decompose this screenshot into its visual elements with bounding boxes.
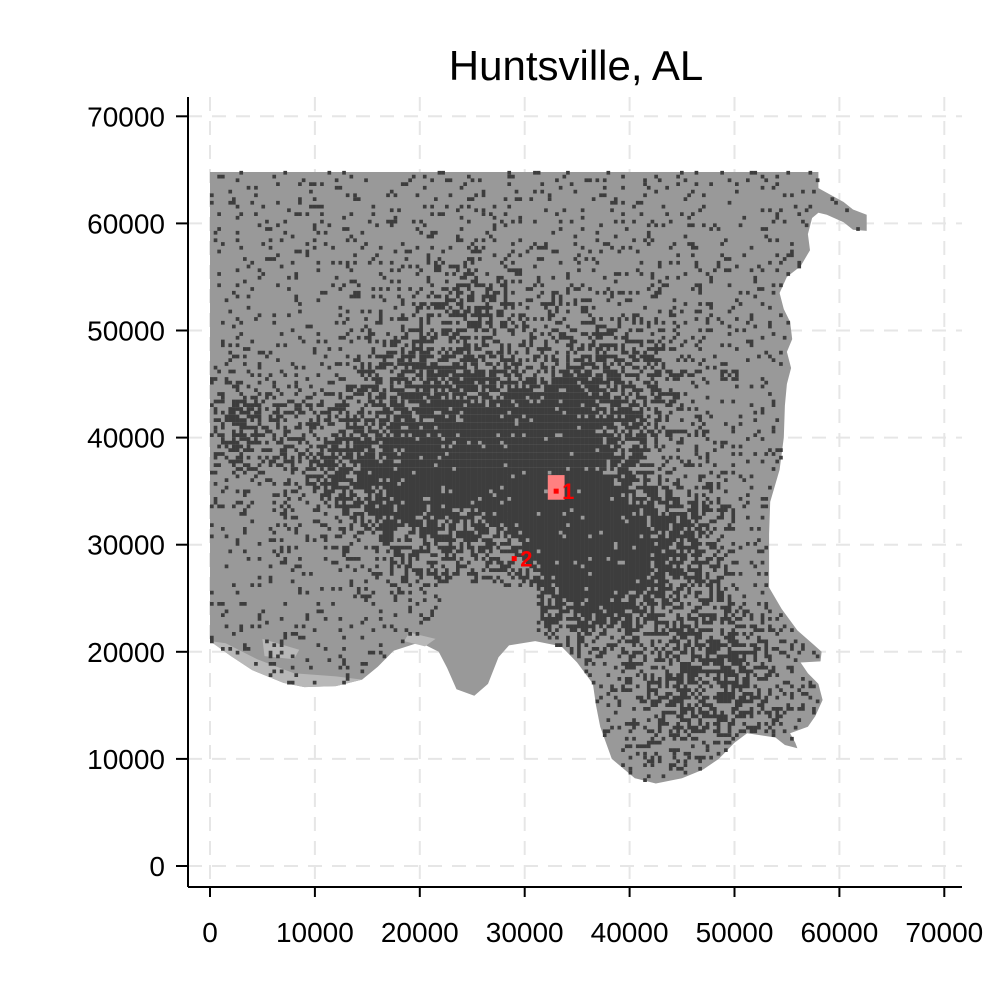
x-tick-label: 60000 — [800, 917, 878, 948]
developed-area — [210, 170, 860, 782]
marker-2-point — [511, 556, 517, 562]
y-tick-label: 0 — [149, 851, 165, 882]
light-land-patch — [404, 632, 436, 647]
marker-2-label: 2 — [520, 547, 532, 572]
y-tick-label: 10000 — [87, 744, 165, 775]
x-tick-label: 0 — [202, 917, 218, 948]
marker-1-point — [553, 488, 559, 494]
y-tick-label: 50000 — [87, 316, 165, 347]
light-land-patch — [210, 641, 363, 688]
x-tick-label: 10000 — [276, 917, 354, 948]
chart-title: Huntsville, AL — [449, 42, 703, 89]
x-tick-label: 70000 — [905, 917, 983, 948]
y-tick-label: 60000 — [87, 208, 165, 239]
marker-1-area — [547, 475, 565, 500]
y-tick-label: 70000 — [87, 101, 165, 132]
x-tick-label: 20000 — [381, 917, 459, 948]
x-tick-label: 50000 — [696, 917, 774, 948]
axes: 0 10000 20000 30000 40000 50000 60000 70000 0 100… — [87, 97, 983, 948]
marker-1-label: 1 — [562, 479, 574, 504]
x-tick-label: 30000 — [486, 917, 564, 948]
developed-pixels — [210, 170, 860, 782]
x-tick-label: 40000 — [591, 917, 669, 948]
y-tick-label: 30000 — [87, 530, 165, 561]
y-tick-label: 20000 — [87, 637, 165, 668]
y-tick-label: 40000 — [87, 423, 165, 454]
markers: 12 — [511, 475, 574, 572]
